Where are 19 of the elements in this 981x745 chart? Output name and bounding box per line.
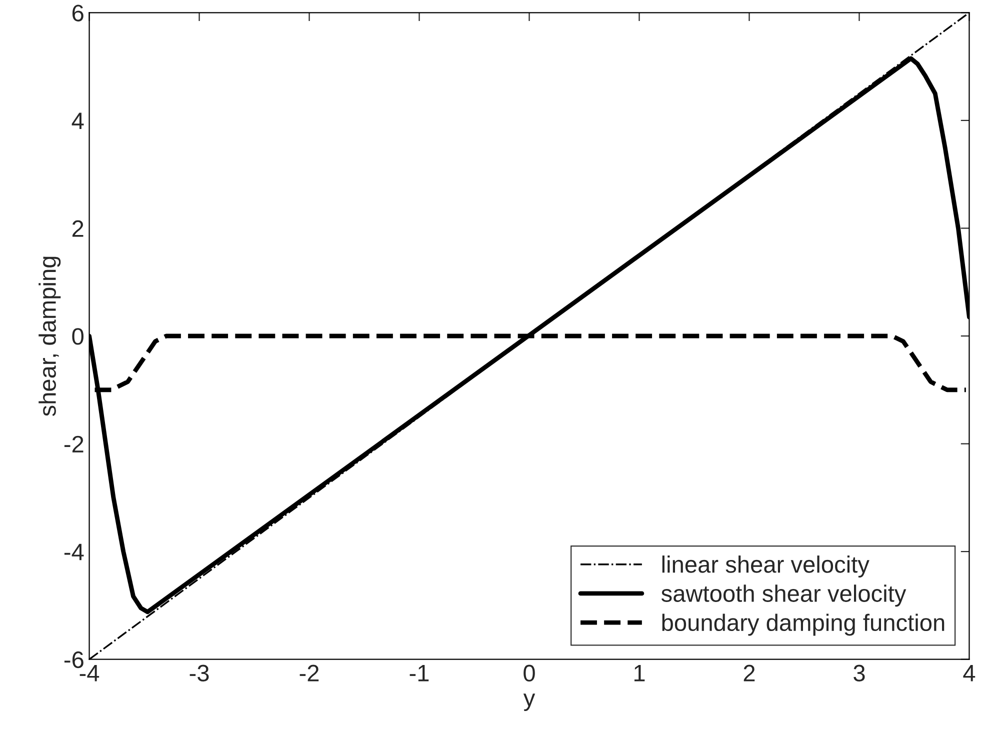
x-tick-label: -1 <box>410 665 429 682</box>
y-tick-label: 0 <box>72 328 84 345</box>
y-tick-label: -2 <box>64 436 84 452</box>
x-tick-label: 3 <box>854 664 865 682</box>
legend-label: boundary damping function <box>662 614 944 636</box>
y-tick-label: -4 <box>64 544 84 560</box>
y-tick-label: 4 <box>72 112 84 129</box>
legend-label: sawtooth shear velocity <box>661 584 906 607</box>
x-tick-label: 0 <box>524 664 535 682</box>
x-axis-title: y <box>523 694 536 711</box>
y-tick-label: 2 <box>72 220 84 237</box>
x-tick-label: -3 <box>190 664 209 682</box>
y-tick-label: 6 <box>72 4 84 22</box>
x-tick-label: 1 <box>634 665 645 682</box>
x-tick-label: 2 <box>744 664 755 682</box>
x-tick-label: -2 <box>300 664 319 682</box>
legend-label: linear shear velocity <box>662 556 870 578</box>
y-axis-title: shear, damping <box>38 256 61 416</box>
x-tick-label: 4 <box>963 665 976 682</box>
